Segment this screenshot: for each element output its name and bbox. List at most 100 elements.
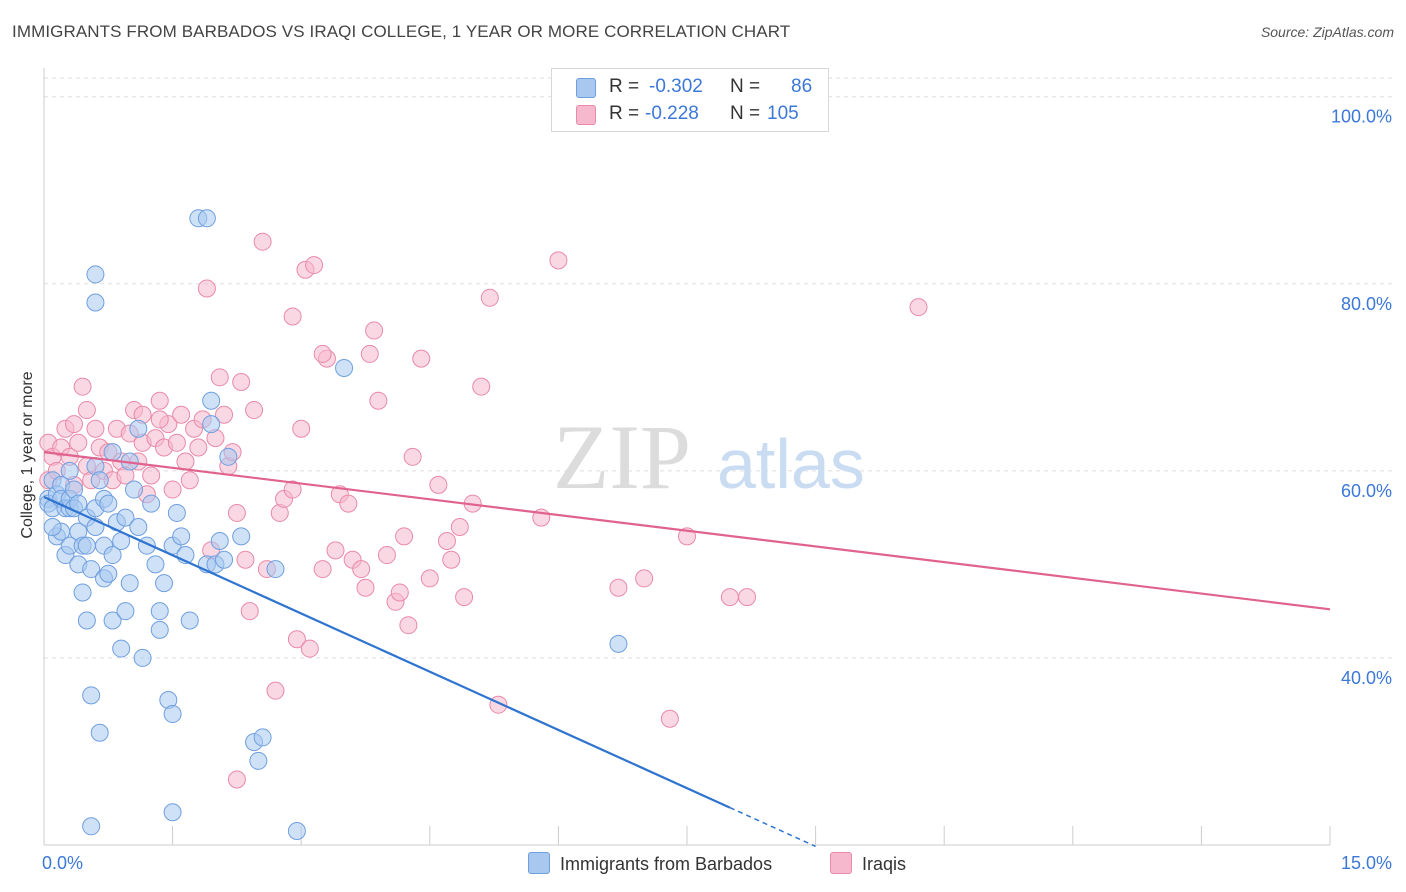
barbados-point bbox=[90, 723, 109, 742]
barbados-point bbox=[77, 611, 96, 630]
legend-r-value: -0.228 bbox=[645, 103, 699, 124]
iraqis-point bbox=[326, 541, 345, 560]
watermark: ZIP atlas bbox=[553, 406, 865, 508]
trend-lines bbox=[43, 451, 1331, 848]
barbados-point bbox=[266, 560, 285, 579]
barbados-point bbox=[232, 527, 251, 546]
iraqis-point bbox=[240, 602, 259, 621]
iraqis-point bbox=[227, 503, 246, 522]
iraqis-point bbox=[227, 770, 246, 789]
barbados-point bbox=[167, 503, 186, 522]
barbados-point bbox=[150, 602, 169, 621]
barbados-point bbox=[163, 705, 182, 724]
iraqis-point bbox=[313, 344, 332, 363]
iraqis-point bbox=[215, 405, 234, 424]
barbados-point bbox=[86, 265, 105, 284]
barbados-point bbox=[73, 583, 92, 602]
iraqis-point bbox=[176, 452, 195, 471]
iraqis-point bbox=[189, 438, 208, 457]
legend-n-label: N = bbox=[730, 76, 761, 97]
iraqis-point bbox=[356, 578, 375, 597]
iraqis-point bbox=[86, 419, 105, 438]
iraqis-point bbox=[232, 372, 251, 391]
iraqis-point bbox=[480, 288, 499, 307]
iraqis-point bbox=[69, 433, 88, 452]
iraqis-point bbox=[399, 616, 418, 635]
iraqis-point bbox=[305, 256, 324, 275]
iraqis-point bbox=[210, 368, 229, 387]
barbados-point bbox=[90, 471, 109, 490]
iraqis-point bbox=[609, 578, 628, 597]
iraqis-point bbox=[287, 630, 306, 649]
iraqis-point bbox=[377, 546, 396, 565]
barbados-point bbox=[112, 639, 131, 658]
iraqis-point bbox=[412, 349, 431, 368]
barbados-point bbox=[116, 602, 135, 621]
iraqis-point bbox=[283, 480, 302, 499]
y-tick-label: 40.0% bbox=[1341, 668, 1392, 688]
iraqis-point bbox=[283, 307, 302, 326]
bottom-legend-label-iraqis: Iraqis bbox=[862, 854, 907, 874]
watermark-atlas: atlas bbox=[717, 425, 865, 503]
iraqis-point bbox=[150, 410, 169, 429]
legend-n-value: 86 bbox=[791, 76, 813, 97]
legend-row-barbados: R = -0.302 N = 86 bbox=[552, 75, 828, 99]
iraqis-point bbox=[65, 415, 84, 434]
iraqis-point bbox=[420, 569, 439, 588]
legend-swatch-barbados bbox=[576, 78, 596, 98]
barbados-point bbox=[146, 555, 165, 574]
barbados-point bbox=[82, 686, 101, 705]
barbados-point bbox=[210, 532, 229, 551]
source-label: Source: ZipAtlas.com bbox=[1260, 24, 1394, 40]
bottom-legend-swatch-iraqis bbox=[830, 852, 852, 874]
bottom-legend-label-barbados: Immigrants from Barbados bbox=[560, 854, 773, 874]
watermark-zip: ZIP bbox=[553, 406, 691, 508]
iraqis-point bbox=[163, 480, 182, 499]
iraqis-point bbox=[77, 401, 96, 420]
barbados-point bbox=[202, 415, 221, 434]
iraqis-point bbox=[472, 377, 491, 396]
barbados-point bbox=[180, 611, 199, 630]
iraqis-point bbox=[395, 527, 414, 546]
barbados-point bbox=[202, 391, 221, 410]
iraqis-point bbox=[167, 433, 186, 452]
iraqis-point bbox=[909, 298, 928, 317]
barbados-point bbox=[86, 293, 105, 312]
barbados-point bbox=[116, 508, 135, 527]
iraqis-point bbox=[150, 391, 169, 410]
barbados-point bbox=[99, 564, 118, 583]
iraqis-point bbox=[390, 583, 409, 602]
iraqis-point bbox=[180, 471, 199, 490]
iraqis-point bbox=[549, 251, 568, 270]
iraqis-point bbox=[313, 560, 332, 579]
iraqis-point bbox=[73, 377, 92, 396]
barbados-point bbox=[609, 634, 628, 653]
iraqis-point bbox=[365, 321, 384, 340]
correlation-legend: R = -0.302 N = 86 R = -0.228 N = 105 bbox=[551, 68, 829, 132]
y-tick-label: 80.0% bbox=[1341, 294, 1392, 314]
iraqis-point bbox=[738, 588, 757, 607]
iraqis-points bbox=[39, 232, 928, 789]
barbados-trend-extension bbox=[729, 806, 816, 848]
chart-title: IMMIGRANTS FROM BARBADOS VS IRAQI COLLEG… bbox=[12, 22, 791, 41]
legend-row-iraqis: R = -0.228 N = 105 bbox=[552, 102, 828, 126]
barbados-point bbox=[155, 574, 174, 593]
barbados-points bbox=[39, 209, 628, 840]
gridlines bbox=[44, 77, 1392, 659]
iraqis-point bbox=[292, 419, 311, 438]
barbados-point bbox=[129, 517, 148, 536]
barbados-point bbox=[197, 209, 216, 228]
iraqis-point bbox=[450, 517, 469, 536]
iraqis-point bbox=[253, 232, 272, 251]
iraqis-point bbox=[352, 560, 371, 579]
iraqis-point bbox=[660, 709, 679, 728]
iraqis-point bbox=[403, 447, 422, 466]
bottom-legend-barbados: Immigrants from Barbados bbox=[528, 852, 772, 875]
y-tick-label: 100.0% bbox=[1331, 107, 1392, 127]
barbados-point bbox=[103, 546, 122, 565]
iraqis-point bbox=[245, 401, 264, 420]
barbados-point bbox=[142, 494, 161, 513]
iraqis-trend-line bbox=[43, 451, 1331, 611]
legend-n-label: N = bbox=[730, 103, 761, 124]
